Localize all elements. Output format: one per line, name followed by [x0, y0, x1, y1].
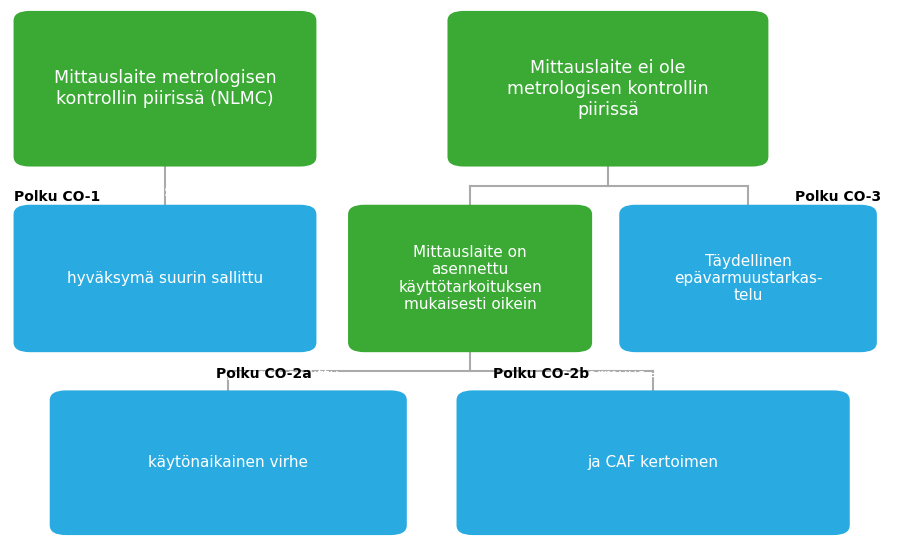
Text: perusteella, käytönaikana: perusteella, käytönaikana: [554, 542, 751, 546]
FancyBboxPatch shape: [447, 11, 768, 167]
FancyBboxPatch shape: [50, 390, 406, 535]
Text: Polku CO-1: Polku CO-1: [14, 189, 99, 204]
Text: Epävarmuus = suurin sallittu: Epävarmuus = suurin sallittu: [117, 368, 339, 383]
Text: käytönaikainen virhe: käytönaikainen virhe: [148, 455, 308, 470]
Text: käytönaikainen virhe: käytönaikainen virhe: [85, 358, 245, 373]
Text: Epävarmuus = kalibroinnin: Epävarmuus = kalibroinnin: [549, 368, 756, 383]
Text: Epävarmuus = NLMC:n: Epävarmuus = NLMC:n: [77, 184, 253, 199]
Text: Mittauslaite on
asennettu
käyttötarkoituksen
mukaisesti oikein: Mittauslaite on asennettu käyttötarkoitu…: [397, 245, 542, 312]
Text: Mittauslaite metrologisen
kontrollin piirissä (NLMC): Mittauslaite metrologisen kontrollin pii…: [53, 69, 276, 108]
FancyBboxPatch shape: [14, 11, 316, 167]
FancyBboxPatch shape: [619, 205, 876, 352]
Text: ja CAF kertoimen: ja CAF kertoimen: [587, 455, 718, 470]
Text: Polku CO-2b: Polku CO-2b: [492, 367, 588, 381]
FancyBboxPatch shape: [14, 205, 316, 352]
Text: mittalaitespesifikaation mukaan: mittalaitespesifikaation mukaan: [105, 542, 351, 546]
Text: Täydellinen
epävarmuustarkas-
telu: Täydellinen epävarmuustarkas- telu: [673, 253, 822, 304]
FancyBboxPatch shape: [348, 205, 591, 352]
Text: Polku CO-3: Polku CO-3: [795, 189, 880, 204]
Text: Mittauslaite ei ole
metrologisen kontrollin
piirissä: Mittauslaite ei ole metrologisen kontrol…: [507, 59, 708, 118]
Text: Epävarmuus: Epävarmuus: [167, 368, 274, 383]
Text: Polku CO-2a: Polku CO-2a: [216, 367, 312, 381]
Text: hyväksymä suurin sallittu: hyväksymä suurin sallittu: [67, 271, 263, 286]
FancyBboxPatch shape: [456, 390, 849, 535]
